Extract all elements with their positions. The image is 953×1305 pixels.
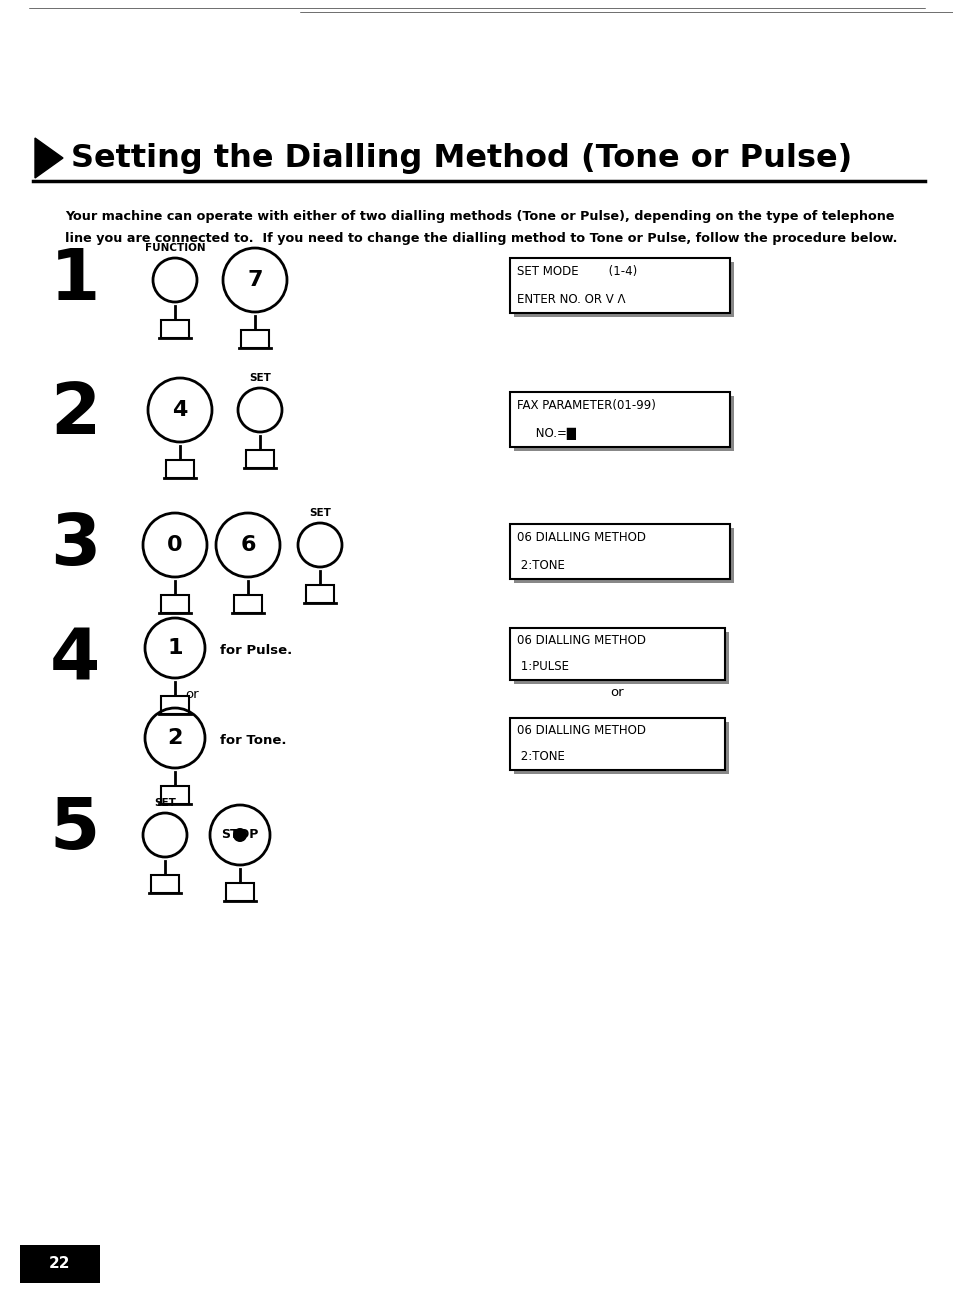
Text: 6: 6 (240, 535, 255, 555)
Text: FUNCTION: FUNCTION (145, 243, 205, 253)
Text: 22: 22 (50, 1257, 71, 1271)
Text: for Tone.: for Tone. (220, 733, 286, 746)
Text: 3: 3 (50, 510, 100, 579)
Bar (514, 722, 728, 774)
Bar (151, 874, 179, 893)
Circle shape (233, 827, 247, 842)
Bar (161, 595, 189, 613)
Bar (166, 459, 193, 478)
Text: or: or (185, 689, 198, 702)
Text: 2:TONE: 2:TONE (517, 750, 564, 763)
Text: STOP: STOP (221, 829, 258, 842)
Bar (233, 595, 262, 613)
Text: 4: 4 (50, 625, 100, 694)
Bar (514, 632, 728, 684)
Bar (241, 330, 269, 348)
Bar (226, 883, 253, 900)
Polygon shape (35, 138, 63, 177)
Bar (20, 1245, 100, 1283)
Text: 06 DIALLING METHOD: 06 DIALLING METHOD (517, 724, 645, 737)
Text: SET: SET (249, 373, 271, 382)
Text: 4: 4 (172, 401, 188, 420)
Text: 1: 1 (50, 245, 100, 315)
Bar (514, 529, 733, 583)
Bar (161, 696, 189, 714)
Text: 2:TONE: 2:TONE (517, 559, 564, 572)
Text: line you are connected to.  If you need to change the dialling method to Tone or: line you are connected to. If you need t… (65, 232, 897, 245)
Bar (161, 786, 189, 804)
Text: SET: SET (309, 508, 331, 518)
Bar (514, 395, 733, 452)
Text: Setting the Dialling Method (Tone or Pulse): Setting the Dialling Method (Tone or Pul… (71, 142, 851, 174)
Bar (246, 450, 274, 468)
Bar (514, 262, 733, 317)
Bar (510, 718, 724, 770)
Text: 1:PULSE: 1:PULSE (517, 660, 568, 673)
Text: 2: 2 (50, 381, 100, 449)
Text: 0: 0 (167, 535, 183, 555)
Text: NO.=█: NO.=█ (517, 427, 576, 440)
Text: SET: SET (153, 797, 175, 808)
Text: or: or (610, 686, 623, 699)
Text: 06 DIALLING METHOD: 06 DIALLING METHOD (517, 634, 645, 647)
Text: 5: 5 (50, 796, 100, 864)
Text: 1: 1 (167, 638, 183, 658)
Text: 2: 2 (167, 728, 182, 748)
Text: 06 DIALLING METHOD: 06 DIALLING METHOD (517, 531, 645, 544)
Text: SET MODE        (1-4): SET MODE (1-4) (517, 265, 637, 278)
Text: for Pulse.: for Pulse. (220, 643, 292, 656)
Bar (510, 258, 729, 313)
Text: FAX PARAMETER(01-99): FAX PARAMETER(01-99) (517, 399, 655, 412)
Bar (161, 320, 189, 338)
Bar (510, 392, 729, 448)
Text: 7: 7 (247, 270, 262, 290)
Text: ENTER NO. OR V Λ: ENTER NO. OR V Λ (517, 292, 625, 305)
Bar (306, 585, 334, 603)
Text: Your machine can operate with either of two dialling methods (Tone or Pulse), de: Your machine can operate with either of … (65, 210, 894, 223)
Bar (510, 525, 729, 579)
Bar (510, 628, 724, 680)
